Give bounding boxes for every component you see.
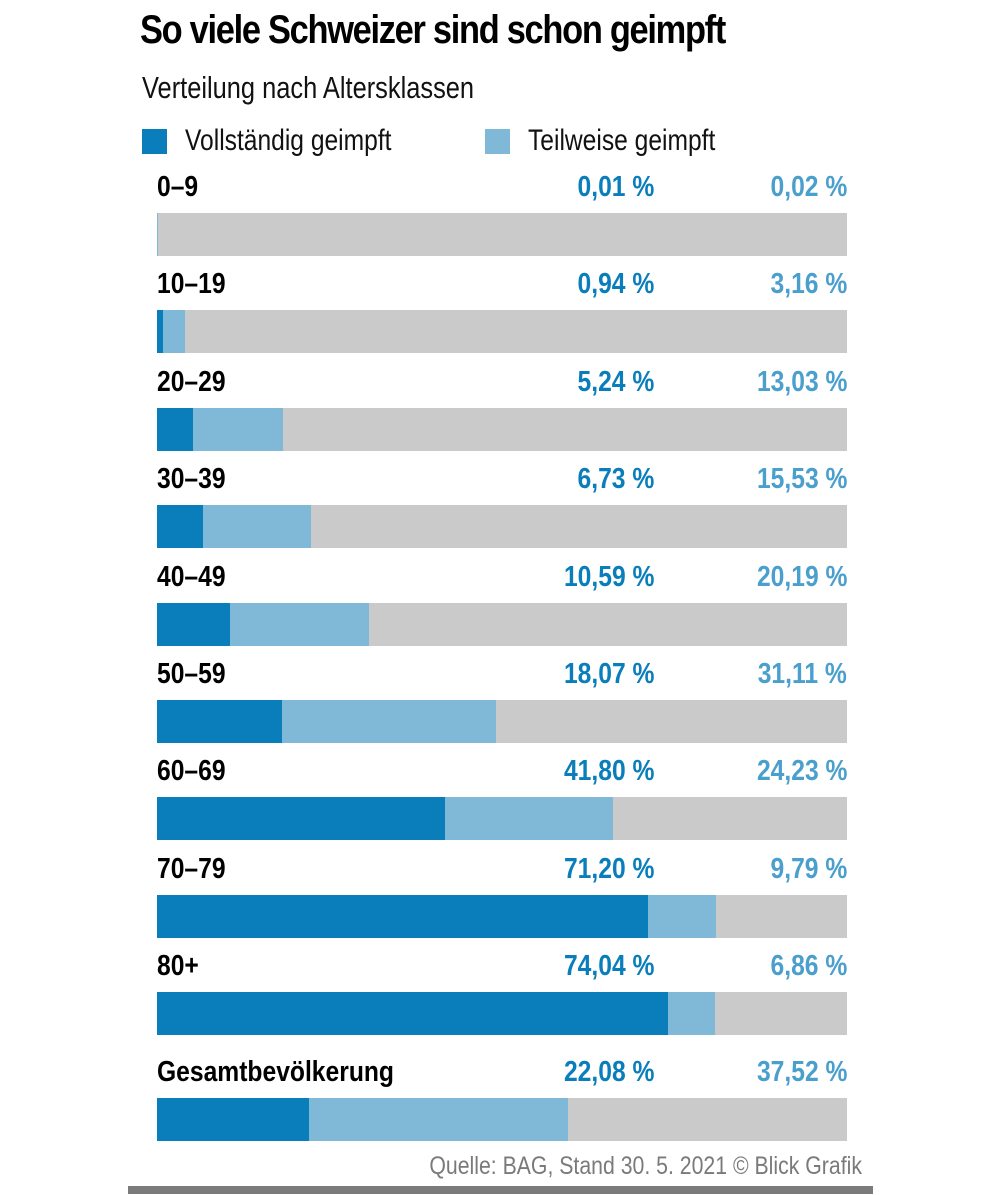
category-label: Gesamtbevölkerung — [157, 1056, 395, 1088]
bar-track — [157, 603, 847, 646]
bar-track — [157, 797, 847, 840]
bar-segment-full — [157, 895, 649, 938]
bar-track — [157, 310, 847, 353]
bar-segment-full — [157, 310, 164, 353]
bar-row: 80+ 74,04 % 6,86 % — [157, 950, 847, 1040]
source-note: Quelle: BAG, Stand 30. 5. 2021 © Blick G… — [429, 1152, 862, 1180]
value-label-full: 6,73 % — [577, 463, 654, 495]
bar-track — [157, 1098, 847, 1141]
value-label-full: 22,08 % — [563, 1056, 654, 1088]
value-label-full: 0,94 % — [577, 268, 654, 300]
category-label: 60–69 — [157, 755, 226, 787]
bar-segment-partial — [203, 505, 311, 548]
value-label-full: 10,59 % — [563, 561, 654, 593]
bar-track — [157, 895, 847, 938]
value-label-partial: 37,52 % — [756, 1056, 847, 1088]
value-label-full: 18,07 % — [563, 658, 654, 690]
bar-segment-partial — [230, 603, 370, 646]
value-label-partial: 9,79 % — [770, 853, 847, 885]
category-label: 40–49 — [157, 561, 226, 593]
bar-segment-partial — [648, 895, 716, 938]
bar-track — [157, 700, 847, 743]
bar-segment-partial — [309, 1098, 569, 1141]
category-label: 70–79 — [157, 853, 226, 885]
bar-row: 0–9 0,01 % 0,02 % — [157, 171, 847, 261]
bar-segment-full — [157, 603, 231, 646]
legend-item-partial: Teilweise geimpft — [485, 124, 756, 158]
bar-segment-partial — [163, 310, 186, 353]
bar-row: 50–59 18,07 % 31,11 % — [157, 658, 847, 748]
value-label-full: 41,80 % — [563, 755, 654, 787]
bar-segment-full — [157, 992, 668, 1035]
bar-track — [157, 505, 847, 548]
category-label: 20–29 — [157, 366, 226, 398]
bar-track — [157, 213, 847, 256]
value-label-partial: 24,23 % — [756, 755, 847, 787]
value-label-partial: 0,02 % — [770, 171, 847, 203]
bar-segment-full — [157, 797, 446, 840]
bar-segment-full — [157, 1098, 310, 1141]
category-label: 30–39 — [157, 463, 226, 495]
value-label-partial: 13,03 % — [756, 366, 847, 398]
legend-label-full: Vollständig geimpft — [185, 124, 392, 157]
legend-swatch-partial — [485, 128, 510, 154]
chart-subtitle: Verteilung nach Altersklassen — [142, 70, 475, 105]
bar-track — [157, 992, 847, 1035]
bar-row: Gesamtbevölkerung 22,08 % 37,52 % — [157, 1056, 847, 1146]
chart-title: So viele Schweizer sind schon geimpft — [140, 8, 726, 52]
value-label-partial: 15,53 % — [756, 463, 847, 495]
value-label-partial: 6,86 % — [770, 950, 847, 982]
category-label: 0–9 — [157, 171, 199, 203]
bar-row: 60–69 41,80 % 24,23 % — [157, 755, 847, 845]
legend-label-partial: Teilweise geimpft — [528, 124, 716, 157]
bar-row: 40–49 10,59 % 20,19 % — [157, 561, 847, 651]
bar-row: 20–29 5,24 % 13,03 % — [157, 366, 847, 456]
bar-segment-full — [157, 505, 204, 548]
bar-segment-partial — [193, 408, 284, 451]
bar-track — [157, 408, 847, 451]
bar-row: 30–39 6,73 % 15,53 % — [157, 463, 847, 553]
footer-rule — [128, 1186, 873, 1194]
value-label-full: 0,01 % — [577, 171, 654, 203]
value-label-full: 71,20 % — [563, 853, 654, 885]
category-label: 50–59 — [157, 658, 226, 690]
category-label: 80+ — [157, 950, 199, 982]
category-label: 10–19 — [157, 268, 226, 300]
bar-row: 70–79 71,20 % 9,79 % — [157, 853, 847, 943]
bar-segment-partial — [281, 700, 497, 743]
bar-segment-partial — [445, 797, 613, 840]
value-label-full: 5,24 % — [577, 366, 654, 398]
bar-row: 10–19 0,94 % 3,16 % — [157, 268, 847, 358]
value-label-partial: 31,11 % — [757, 658, 847, 690]
bar-segment-full — [157, 700, 282, 743]
legend-swatch-full — [142, 128, 167, 154]
value-label-partial: 3,16 % — [770, 268, 847, 300]
legend-item-full: Vollständig geimpft — [142, 124, 437, 158]
bar-segment-full — [157, 408, 194, 451]
value-label-partial: 20,19 % — [756, 561, 847, 593]
value-label-full: 74,04 % — [563, 950, 654, 982]
bar-segment-partial — [667, 992, 716, 1035]
